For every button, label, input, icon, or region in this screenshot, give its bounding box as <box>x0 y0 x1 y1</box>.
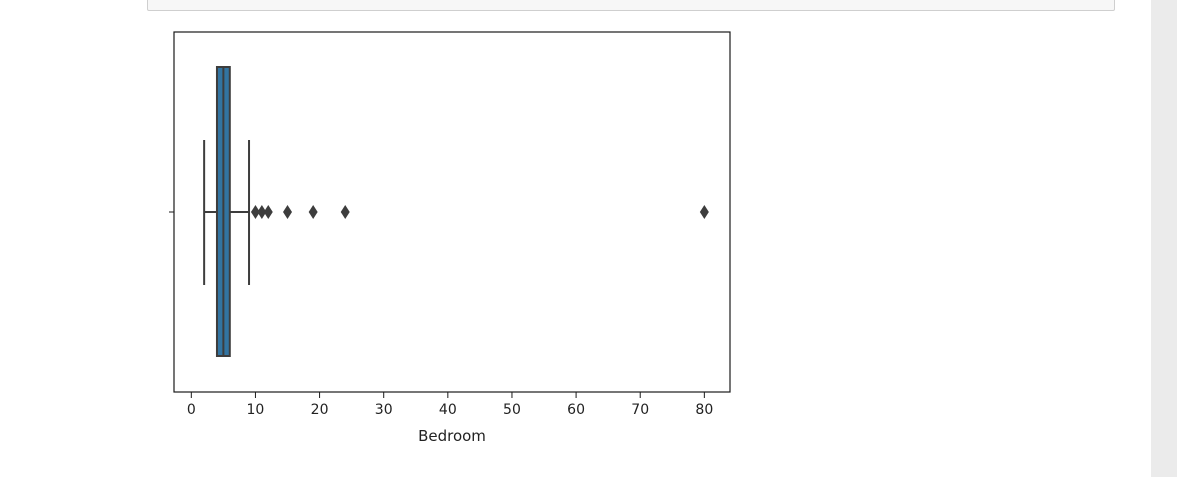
x-axis-ticks: 0 10 20 30 40 50 60 70 80 <box>187 392 713 418</box>
outlier-marker <box>308 205 318 219</box>
x-tick-label: 40 <box>439 402 457 418</box>
x-tick-label: 10 <box>247 402 265 418</box>
scrollbar-track[interactable] <box>1151 0 1177 477</box>
outlier-marker <box>340 205 350 219</box>
outlier-marker <box>257 205 267 219</box>
outlier-marker <box>699 205 709 219</box>
x-tick-label: 70 <box>631 402 649 418</box>
x-tick-label: 50 <box>503 402 521 418</box>
x-tick-label: 0 <box>187 402 196 418</box>
outlier-marker <box>250 205 260 219</box>
x-tick-label: 30 <box>375 402 393 418</box>
outlier-marker <box>263 205 273 219</box>
x-tick-label: 20 <box>311 402 329 418</box>
x-tick-label: 60 <box>567 402 585 418</box>
box-plot <box>203 66 251 357</box>
x-tick-label: 80 <box>695 402 713 418</box>
outlier-points <box>250 205 709 219</box>
x-axis-label: Bedroom <box>418 427 486 445</box>
output-cell-border <box>147 0 1115 11</box>
outlier-marker <box>283 205 293 219</box>
